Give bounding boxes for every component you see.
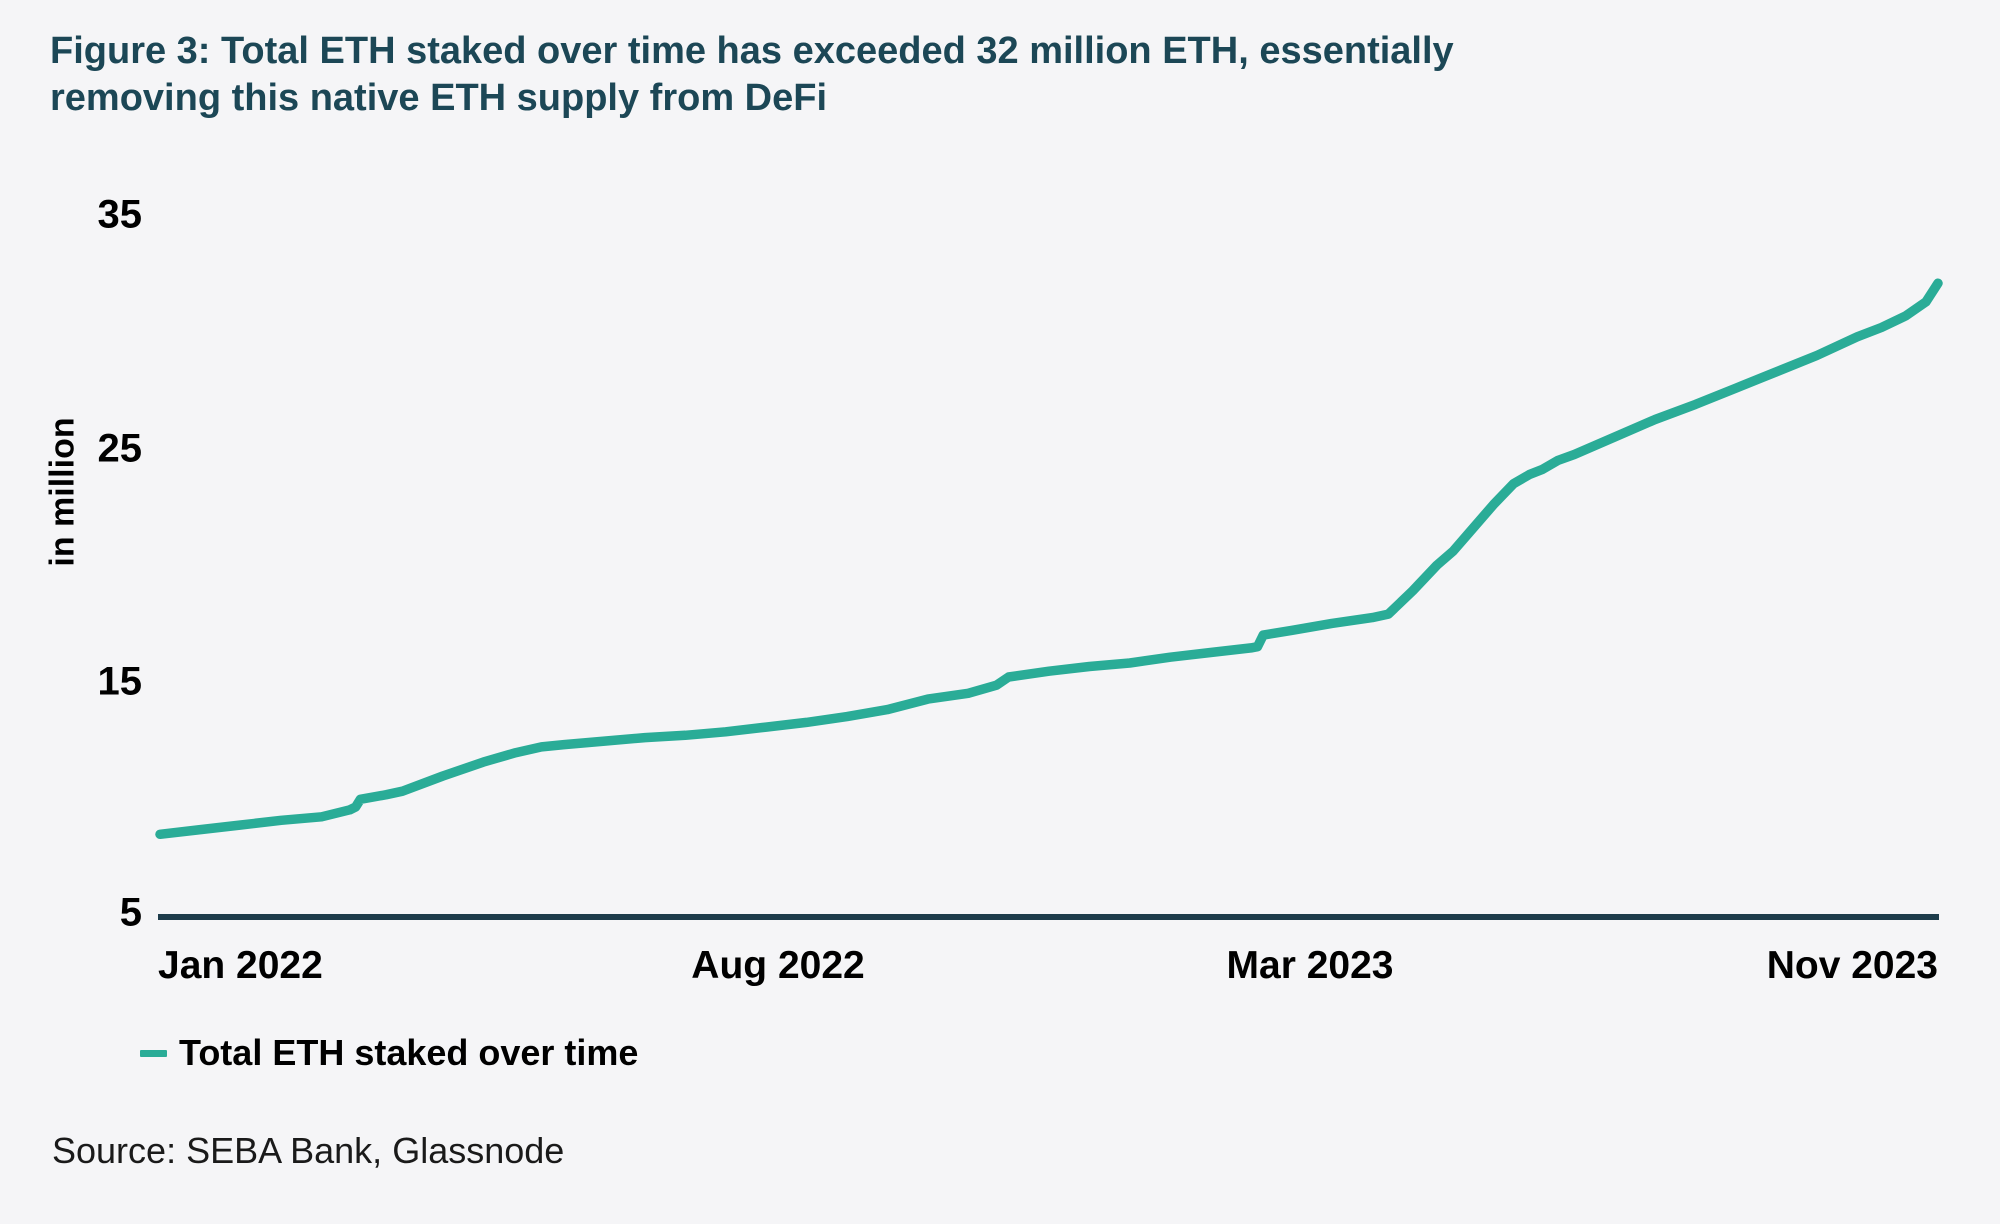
legend-line-swatch xyxy=(140,1049,167,1057)
legend: Total ETH staked over time xyxy=(140,1032,638,1074)
source-note: Source: SEBA Bank, Glassnode xyxy=(52,1130,565,1171)
figure-title-line1: Figure 3: Total ETH staked over time has… xyxy=(50,30,1454,72)
x-tick-mar-2023: Mar 2023 xyxy=(1226,944,1394,987)
x-tick-nov-2023: Nov 2023 xyxy=(1766,944,1938,987)
figure-title-line2: removing this native ETH supply from DeF… xyxy=(50,76,828,119)
y-tick-5: 5 xyxy=(119,890,142,935)
x-tick-aug-2022: Aug 2022 xyxy=(691,944,865,987)
y-tick-15: 15 xyxy=(97,659,143,704)
x-tick-jan-2022: Jan 2022 xyxy=(158,944,323,987)
total-eth-staked-line xyxy=(155,278,1943,840)
x-axis-line xyxy=(158,914,1939,920)
figure-title: Figure 3: Total ETH staked over time has… xyxy=(50,28,1950,121)
y-tick-25: 25 xyxy=(97,426,143,471)
y-tick-35: 35 xyxy=(97,192,143,237)
legend-label: Total ETH staked over time xyxy=(179,1032,639,1073)
